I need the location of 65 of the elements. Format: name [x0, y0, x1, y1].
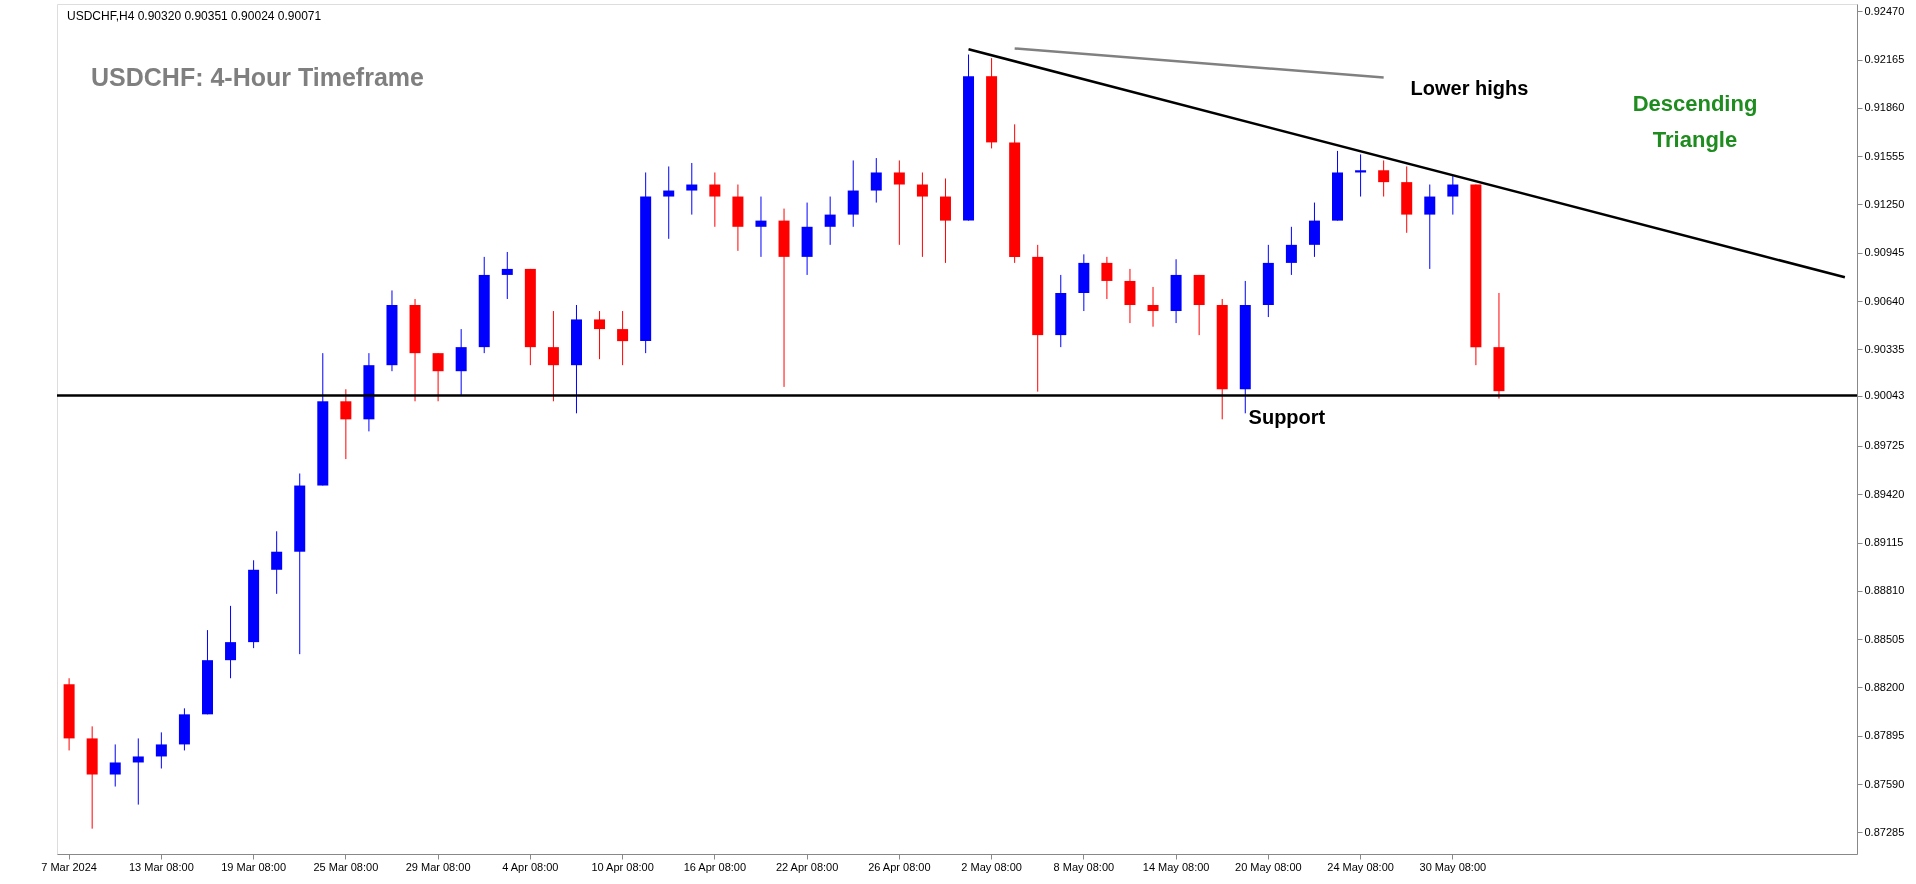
x-tick-label: 16 Apr 08:00 — [683, 860, 747, 873]
x-tick-label: 24 May 08:00 — [1327, 860, 1394, 873]
x-tick-label: 25 Mar 08:00 — [313, 860, 379, 873]
candlestick — [1424, 184, 1436, 270]
annotation: Descending Triangle — [1632, 91, 1758, 152]
x-tick-label: 13 Mar 08:00 — [128, 860, 194, 873]
candlestick — [686, 162, 698, 216]
x-tick-label: 7 Mar 2024 — [41, 860, 97, 873]
candlestick — [1355, 153, 1367, 198]
annotation: Lower highs — [1410, 77, 1529, 99]
x-tick-label: 19 Mar 08:00 — [221, 860, 287, 873]
candlestick — [501, 251, 513, 300]
candlestick — [432, 352, 444, 402]
y-tick-label: 0.88505 — [1864, 632, 1905, 645]
x-tick-label: 20 May 08:00 — [1235, 860, 1302, 873]
annotation: USDCHF,H4 0.90320 0.90351 0.90024 0.90071 — [67, 9, 322, 23]
x-tick-label: 4 Apr 08:00 — [502, 860, 559, 873]
y-tick-label: 0.89725 — [1864, 439, 1905, 452]
candlestick — [916, 171, 928, 258]
candlestick — [663, 165, 675, 240]
y-tick-label: 0.87590 — [1864, 777, 1905, 790]
y-tick-label: 0.90335 — [1864, 342, 1905, 355]
candlestick — [1147, 286, 1159, 328]
candlestick — [709, 171, 721, 228]
y-tick-label: 0.91555 — [1864, 149, 1905, 162]
y-tick-label: 0.88200 — [1864, 680, 1905, 693]
candlestick — [1285, 226, 1297, 276]
y-tick-label: 0.89420 — [1864, 487, 1905, 500]
candlestick — [109, 743, 121, 788]
y-tick-label: 0.87285 — [1864, 825, 1905, 838]
candlestick — [132, 737, 144, 806]
x-tick-label: 2 May 08:00 — [961, 860, 1022, 873]
x-tick-label: 30 May 08:00 — [1419, 860, 1487, 873]
y-tick-label: 0.91860 — [1864, 101, 1905, 114]
y-tick-label: 0.90640 — [1864, 294, 1905, 307]
candlestick — [547, 310, 559, 402]
y-tick-label: 0.91250 — [1864, 197, 1905, 210]
x-tick-label: 14 May 08:00 — [1142, 860, 1210, 873]
x-tick-label: 8 May 08:00 — [1053, 860, 1115, 873]
candlestick — [1447, 175, 1459, 216]
y-tick-label: 0.88810 — [1864, 584, 1905, 597]
text: USDCHF: 4-Hour Timeframe — [91, 63, 425, 91]
candlestick — [271, 530, 283, 595]
candlestick — [1101, 256, 1113, 300]
y-tick-label: 0.90043 — [1864, 389, 1905, 402]
candlestick — [755, 196, 767, 258]
ref-line-label: Support — [1248, 405, 1326, 428]
y-tick-label: 0.90945 — [1864, 246, 1905, 259]
candlestick — [1378, 159, 1390, 198]
candlestick — [893, 159, 905, 246]
y-tick-label: 0.92470 — [1864, 4, 1905, 17]
y-tick-label: 0.92165 — [1864, 53, 1905, 66]
x-tick-label: 29 Mar 08:00 — [405, 860, 471, 873]
candlestick — [824, 196, 836, 246]
candlestick — [225, 605, 237, 679]
candlestick — [870, 157, 882, 204]
candlestick — [617, 310, 629, 366]
y-tick-label: 0.87895 — [1864, 729, 1905, 742]
candlestick — [340, 388, 352, 460]
y-tick-label: 0.89115 — [1864, 536, 1904, 549]
x-tick-label: 22 Apr 08:00 — [775, 860, 839, 873]
candlestick — [155, 731, 167, 769]
x-tick-label: 10 Apr 08:00 — [591, 860, 654, 873]
candlestick — [594, 310, 606, 360]
x-tick-label: 26 Apr 08:00 — [868, 860, 931, 873]
